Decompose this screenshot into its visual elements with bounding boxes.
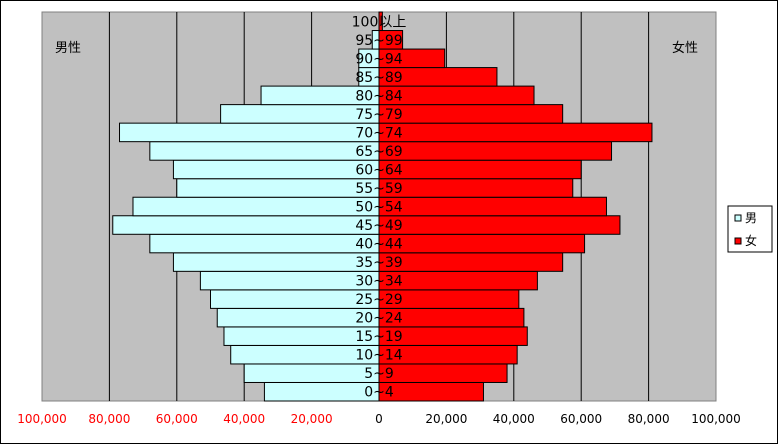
right-side-label: 女性 [672, 40, 698, 56]
bar-female [378, 30, 404, 50]
bar-male [149, 233, 380, 254]
x-tick-label: 40,000 [223, 412, 265, 426]
bar-male [243, 363, 380, 383]
bar-male [210, 289, 380, 309]
x-tick-label: 80,000 [628, 412, 670, 426]
legend-label-female: 女 [745, 233, 757, 248]
x-tick-label: 60,000 [560, 412, 602, 426]
category-label: 10~14 [355, 348, 402, 364]
x-tick-label: 60,000 [156, 412, 198, 426]
bar-male [149, 141, 380, 161]
bar-female [378, 159, 582, 180]
category-label: 40~44 [355, 237, 402, 253]
bar-male [263, 381, 380, 402]
bar-female [378, 141, 613, 161]
legend-box [727, 205, 773, 253]
legend-label-male: 男 [745, 211, 757, 225]
category-label: 0~4 [364, 385, 394, 401]
x-tick-label: 20,000 [425, 412, 467, 426]
bar-male [176, 178, 380, 198]
legend-swatch-female [734, 237, 742, 245]
bar-female [378, 215, 621, 235]
bar-male [119, 122, 380, 143]
category-label: 85~89 [355, 70, 402, 86]
x-tick-label: 20,000 [291, 412, 333, 426]
category-label: 95~99 [355, 33, 402, 49]
bar-female [378, 363, 508, 383]
category-label: 20~24 [355, 311, 402, 327]
legend: 男 女 [727, 205, 773, 253]
category-label: 70~74 [355, 125, 402, 141]
bar-female [378, 48, 446, 69]
bars [112, 11, 653, 402]
category-label: 15~19 [355, 329, 402, 345]
x-axis-tick-labels: 100,000 80,000 60,000 40,000 20,000 0 20,000 40… [17, 412, 741, 426]
category-label: 50~54 [355, 200, 402, 216]
category-label: 80~84 [355, 88, 402, 104]
category-label: 60~64 [355, 162, 402, 178]
category-labels: 0~4 5~9 10~14 15~19 20~24 25~29 30~34 35~39 40~4… [352, 14, 407, 400]
bar-female [378, 381, 484, 402]
bar-female [378, 104, 564, 124]
category-label: 90~94 [355, 51, 402, 67]
bar-female [378, 122, 653, 143]
category-label: 5~9 [364, 366, 394, 382]
bar-male [172, 252, 380, 272]
category-label: 100以上 [352, 14, 407, 30]
bar-female [378, 252, 564, 272]
category-label: 30~34 [355, 274, 402, 290]
legend-swatch-male [734, 214, 742, 222]
category-label: 45~49 [355, 218, 402, 234]
bar-female [378, 233, 586, 254]
left-side-label: 男性 [55, 41, 81, 56]
bar-male [199, 270, 380, 291]
category-label: 35~39 [355, 255, 402, 271]
category-label: 25~29 [355, 292, 402, 308]
bar-female [378, 178, 574, 198]
bar-male [172, 159, 380, 180]
x-tick-label: 40,000 [493, 412, 535, 426]
x-tick-label: 100,000 [17, 412, 67, 426]
category-label: 55~59 [355, 181, 402, 197]
x-tick-label: 80,000 [88, 412, 130, 426]
bar-female [378, 11, 383, 32]
x-tick-label: 100,000 [691, 412, 741, 426]
x-tick-label: 0 [375, 412, 383, 426]
bar-female [378, 196, 607, 217]
bar-male [112, 215, 380, 235]
category-label: 75~79 [355, 107, 402, 123]
category-label: 65~69 [355, 144, 402, 160]
bar-female [378, 270, 538, 291]
bar-male [132, 196, 380, 217]
